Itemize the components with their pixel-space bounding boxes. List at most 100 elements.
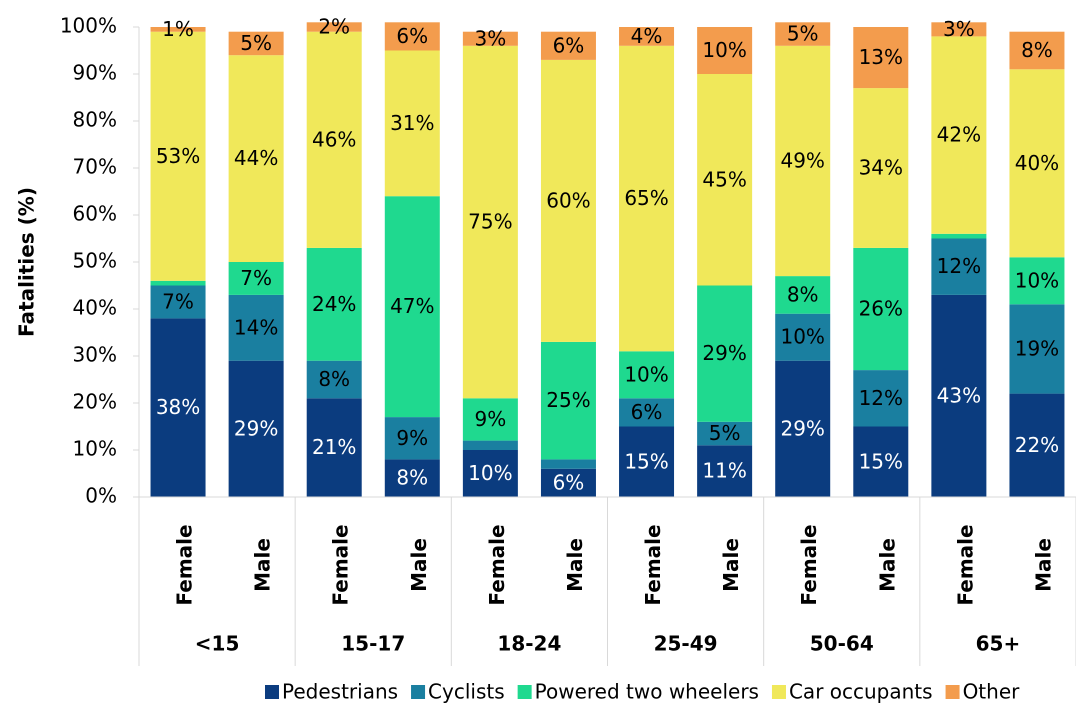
data-label: 38%	[156, 395, 200, 419]
data-label: 8%	[787, 282, 819, 306]
bar-segment	[619, 45, 675, 352]
data-label: 10%	[624, 362, 668, 386]
y-tick-label: 20%	[73, 390, 117, 414]
data-label: 53%	[156, 144, 200, 168]
data-label: 15%	[624, 449, 668, 473]
y-tick-label: 30%	[73, 343, 117, 367]
bar-segment	[853, 247, 909, 371]
y-tick-label: 80%	[73, 108, 117, 132]
bar-segment	[853, 88, 909, 248]
bar-segment	[540, 59, 596, 342]
data-label: 4%	[631, 24, 663, 48]
data-label: 10%	[468, 461, 512, 485]
legend-label: Powered two wheelers	[535, 680, 759, 704]
bar-segment	[150, 280, 206, 286]
data-label: 19%	[1015, 336, 1059, 360]
bar-segment	[619, 351, 675, 399]
bar-segment	[306, 22, 362, 32]
x-tick-label: Male	[719, 538, 743, 592]
bar-segment	[1009, 393, 1065, 497]
data-label: 12%	[859, 386, 903, 410]
bar-segment	[775, 45, 831, 277]
bar-segment	[540, 31, 596, 60]
bar-segment	[931, 233, 987, 239]
data-label: 8%	[318, 367, 350, 391]
data-label: 26%	[859, 297, 903, 321]
data-label: 14%	[234, 315, 278, 339]
legend-swatch	[411, 685, 426, 699]
x-tick-label: Female	[953, 524, 977, 605]
bar-segment	[540, 341, 596, 460]
bar-segment	[931, 294, 987, 497]
data-label: 6%	[553, 33, 585, 57]
legend-swatch	[771, 685, 786, 699]
data-label: 29%	[780, 416, 824, 440]
data-label: 60%	[546, 188, 590, 212]
bar-segment	[697, 74, 753, 286]
bar-segment	[462, 398, 518, 441]
data-label: 15%	[859, 449, 903, 473]
bar-segment	[1009, 31, 1065, 70]
bar-segment	[540, 468, 596, 497]
bar-segment	[228, 262, 284, 295]
group-label: 50-64	[810, 632, 874, 656]
y-tick-label: 40%	[73, 296, 117, 320]
x-tick-label: Female	[329, 524, 353, 605]
data-label: 5%	[240, 31, 272, 55]
bar-segment	[150, 285, 206, 319]
data-label: 29%	[234, 416, 278, 440]
data-label: 6%	[396, 24, 428, 48]
data-label: 5%	[787, 22, 819, 46]
x-tick-label: Male	[563, 538, 587, 592]
bar-segment	[697, 285, 753, 422]
group-label: 25-49	[654, 632, 718, 656]
y-tick-label: 60%	[73, 202, 117, 226]
data-label: 3%	[475, 26, 507, 50]
bar-segment	[931, 238, 987, 295]
data-label: 34%	[859, 156, 903, 180]
group-label: <15	[195, 632, 240, 656]
bar-segment	[1009, 257, 1065, 305]
bar-segment	[462, 45, 518, 399]
bar-segment	[150, 31, 206, 281]
legend-label: Car occupants	[789, 680, 933, 704]
data-label: 44%	[234, 146, 278, 170]
data-label: 45%	[702, 167, 746, 191]
legend-swatch	[265, 685, 279, 699]
bar-segment	[384, 50, 440, 197]
legend-swatch	[517, 685, 532, 699]
data-label: 6%	[553, 470, 585, 494]
x-tick-label: Female	[485, 524, 509, 605]
x-tick-label: Male	[1031, 538, 1055, 592]
data-label: 21%	[312, 435, 356, 459]
data-label: 75%	[468, 210, 512, 234]
bar-segment	[228, 31, 284, 56]
bar-segment	[853, 27, 909, 89]
bar-segment	[697, 27, 753, 74]
bar-segment	[306, 247, 362, 361]
legend-swatch	[945, 685, 960, 699]
data-label: 7%	[162, 289, 194, 313]
data-label: 40%	[1015, 151, 1059, 175]
data-label: 9%	[396, 426, 428, 450]
bar-segment	[384, 22, 440, 51]
bar-segment	[462, 440, 518, 450]
x-tick-label: Male	[251, 538, 275, 592]
data-label: 10%	[1015, 268, 1059, 292]
bar-segment	[775, 276, 831, 314]
bar-segment	[384, 196, 440, 418]
data-label: 12%	[937, 254, 981, 278]
bar-segment	[150, 318, 206, 497]
group-label: 15-17	[341, 632, 405, 656]
data-label: 46%	[312, 127, 356, 151]
x-tick-label: Female	[173, 524, 197, 605]
data-label: 31%	[390, 111, 434, 135]
bar-segment	[697, 421, 753, 446]
data-label: 6%	[631, 400, 663, 424]
data-label: 29%	[702, 341, 746, 365]
data-label: 25%	[546, 388, 590, 412]
bar-segment	[228, 360, 284, 497]
bar-segment	[697, 445, 753, 497]
bar-segment	[384, 417, 440, 460]
